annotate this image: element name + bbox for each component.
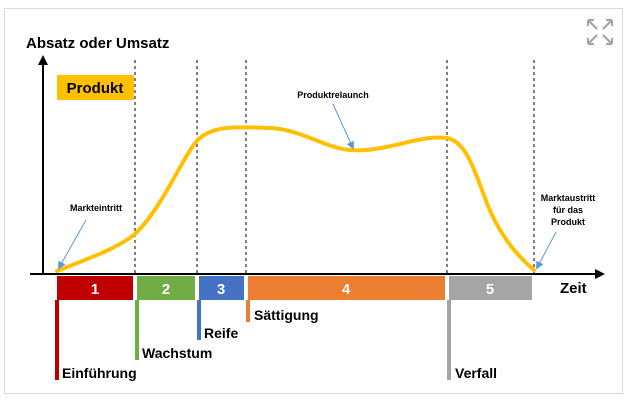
phase-number-3: 3: [217, 281, 225, 298]
annotation-produktrelaunch: Produktrelaunch: [297, 90, 369, 100]
arrow-produktrelaunch: [332, 103, 354, 150]
phase-bar-3: [199, 276, 244, 300]
phase-number-5: 5: [486, 281, 494, 298]
leader-1: [55, 300, 59, 380]
phase-bar-4: [248, 276, 445, 300]
expand-arrows-icon[interactable]: [586, 18, 614, 46]
phase-bars: [57, 276, 532, 300]
y-axis-label: Absatz oder Umsatz: [26, 35, 169, 52]
phase-label-saettigung: Sättigung: [254, 307, 319, 323]
marktaustritt-line-2: für das: [553, 205, 583, 215]
marktaustritt-line-1: Marktaustritt: [541, 193, 596, 203]
leader-4: [246, 300, 250, 322]
arrow-marktaustritt: [536, 231, 557, 270]
x-axis-label: Zeit: [560, 280, 587, 297]
marktaustritt-line-3: Produkt: [551, 217, 585, 227]
phase-bar-1: [57, 276, 133, 300]
annotation-marktaustritt: Marktaustritt für das Produkt: [541, 193, 596, 227]
phase-label-wachstum: Wachstum: [142, 345, 212, 361]
phase-leaders: [55, 300, 451, 380]
phase-bar-5: [449, 276, 532, 300]
product-box: [57, 75, 134, 100]
phase-label-verfall: Verfall: [455, 365, 497, 381]
phase-label-einfuehrung: Einführung: [62, 365, 137, 381]
phase-label-reife: Reife: [204, 325, 238, 341]
leader-2: [135, 300, 139, 360]
arrow-markteintritt: [58, 219, 87, 270]
phase-number-1: 1: [91, 281, 99, 298]
phase-numbers: 1 2 3 4 5: [91, 281, 494, 298]
phase-bar-2: [137, 276, 195, 300]
diagram-frame: [4, 8, 623, 394]
lifecycle-curve: [55, 125, 536, 273]
product-box-label: Produkt: [67, 80, 124, 97]
phase-labels: Einführung Wachstum Reife Sättigung Verf…: [62, 307, 497, 381]
phase-number-2: 2: [162, 281, 170, 298]
leader-5: [447, 300, 451, 380]
leader-3: [197, 300, 201, 340]
annotation-markteintritt: Markteintritt: [70, 203, 122, 213]
phase-number-4: 4: [342, 281, 351, 298]
